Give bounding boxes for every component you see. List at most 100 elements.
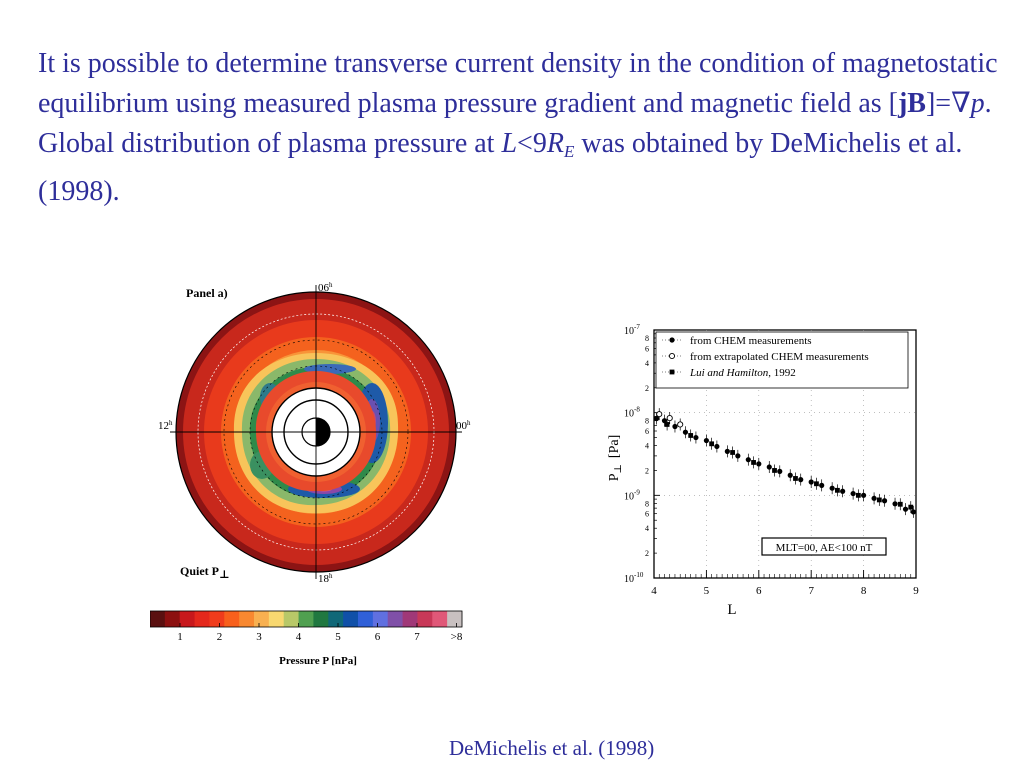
data-point	[756, 461, 762, 467]
data-point	[908, 504, 914, 510]
colorbar-swatch	[372, 611, 389, 627]
legend-marker	[669, 369, 675, 375]
text-part-3: was obtained by DeMichelis et al. (1998)…	[38, 128, 963, 207]
nabla-symbol: ∇	[951, 88, 971, 119]
pressure-colorbar	[150, 610, 463, 628]
data-point	[735, 453, 741, 459]
y-decade-label: 10-8	[624, 406, 640, 420]
y-axis-label: P⊥[Pa]	[607, 435, 624, 482]
quiet-p-label: Quiet P⊥	[180, 564, 230, 581]
data-point	[876, 497, 882, 503]
y-minor-label: 6	[645, 427, 649, 436]
colorbar-swatch	[209, 611, 225, 627]
y-minor-label: 4	[645, 524, 649, 533]
l-symbol: L	[501, 128, 518, 159]
data-point	[777, 468, 783, 474]
x-tick-label: 9	[913, 585, 919, 597]
condition-annotation: MLT=00, AE<100 nT	[776, 542, 873, 554]
data-point	[664, 422, 670, 427]
x-axis-ticks: 4 5 6 7 8 9	[651, 570, 919, 597]
colorbar-swatch	[432, 611, 448, 627]
colorbar-tick-label: 5	[335, 631, 341, 643]
data-point	[677, 421, 684, 428]
r-symbol: R	[546, 128, 564, 159]
colorbar-swatch	[447, 611, 463, 627]
figure-caption: DeMichelis et al. (1998)	[449, 736, 655, 760]
colorbar-swatch	[150, 611, 166, 627]
data-point	[808, 479, 814, 485]
p-symbol: p	[970, 88, 985, 119]
data-point	[814, 481, 819, 487]
colorbar-swatch	[328, 611, 344, 627]
data-point	[787, 472, 793, 478]
data-point	[798, 476, 804, 483]
data-point	[688, 433, 694, 438]
chart-legend: from CHEM measurements from extrapolated …	[655, 331, 909, 389]
data-point	[871, 495, 877, 501]
colorbar-tick-label: 6	[375, 631, 381, 643]
data-point	[850, 490, 856, 497]
colorbar-swatch	[194, 611, 210, 627]
y-minor-label: 2	[645, 549, 649, 558]
colorbar-swatch	[179, 611, 196, 627]
y-decade-label: 10-10	[624, 571, 644, 585]
data-point	[902, 506, 909, 512]
colorbar-swatch	[254, 611, 270, 627]
colorbar-swatch	[417, 611, 433, 627]
jb-symbol: jB	[897, 88, 926, 119]
data-point	[751, 460, 756, 465]
colorbar-swatch	[283, 611, 300, 627]
data-point	[772, 468, 777, 473]
x-axis-label: L	[727, 602, 736, 618]
y-decade-label: 10-9	[624, 488, 640, 502]
colorbar-swatch	[313, 611, 329, 627]
text-part-1: It is possible to determine transverse c…	[38, 48, 998, 119]
data-point	[835, 487, 840, 493]
colorbar-swatch	[224, 611, 240, 627]
colorbar-frame	[150, 610, 463, 628]
less-than-9: <9	[517, 128, 547, 159]
data-point	[714, 443, 720, 450]
data-point	[672, 423, 678, 430]
colorbar-swatch	[268, 611, 285, 627]
data-point	[766, 464, 772, 470]
data-point	[819, 482, 825, 488]
y-minor-label: 4	[645, 442, 649, 451]
slide-body-text: It is possible to determine transverse c…	[38, 44, 1018, 212]
data-point	[745, 457, 751, 463]
legend-entry: from CHEM measurements	[690, 335, 812, 347]
data-point	[897, 501, 903, 507]
pressure-polar-map: Panel a) 06h 12h 00h 18h Quiet P⊥ 1 2 3 4 5	[150, 281, 471, 667]
y-minor-label: 4	[645, 359, 649, 368]
data-point	[881, 498, 888, 504]
colorbar-swatch	[298, 611, 314, 627]
colorbar-tick-label: 7	[414, 631, 420, 643]
data-point	[855, 492, 861, 498]
y-minor-label: 8	[645, 417, 649, 426]
data-point	[793, 476, 798, 481]
data-point	[829, 485, 835, 491]
data-point	[840, 488, 846, 494]
e-subscript: E	[563, 142, 575, 161]
data-point	[709, 441, 715, 447]
x-tick-label: 4	[651, 585, 657, 597]
data-point	[892, 501, 898, 507]
data-point	[730, 450, 735, 455]
data-point	[910, 509, 916, 515]
y-minor-label: 8	[645, 499, 649, 508]
condition-box: MLT=00, AE<100 nT	[761, 537, 887, 556]
mlt-00-label: 00h	[456, 419, 471, 432]
data-point	[724, 448, 730, 454]
legend-marker	[669, 337, 675, 343]
colorbar-tick-label: 3	[256, 631, 262, 643]
colorbar-tick-label: 2	[217, 631, 223, 643]
y-minor-label: 6	[645, 510, 649, 519]
data-point	[656, 411, 663, 418]
colorbar-tick-label: 4	[296, 631, 302, 643]
colorbar-swatch	[358, 611, 374, 627]
x-tick-label: 7	[808, 585, 814, 597]
data-point	[666, 415, 673, 422]
colorbar-swatch	[164, 611, 181, 627]
